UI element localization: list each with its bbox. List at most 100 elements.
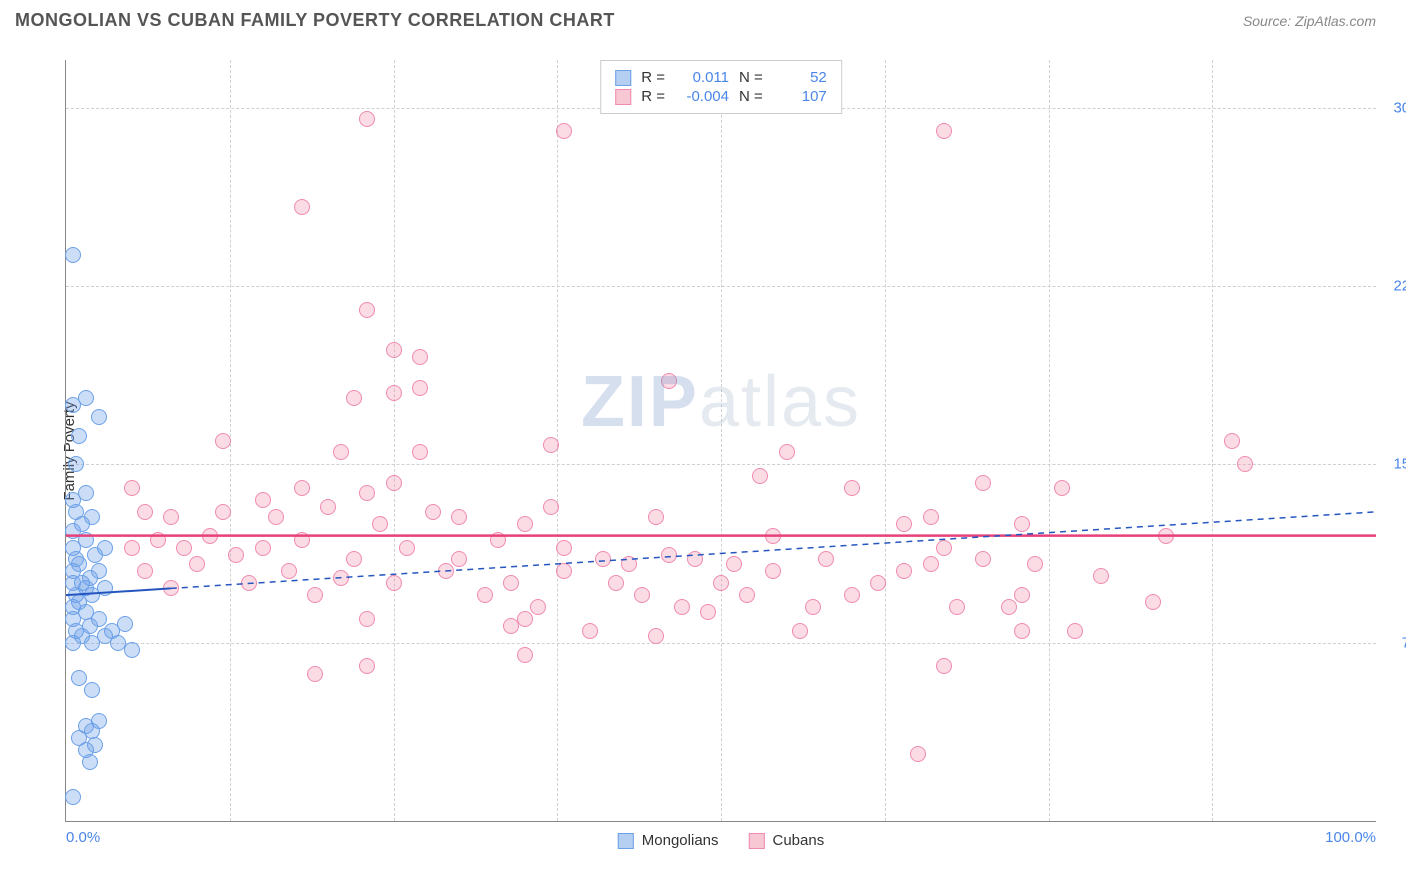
data-point	[530, 599, 546, 615]
data-point	[215, 433, 231, 449]
swatch-cubans	[615, 89, 631, 105]
data-point	[189, 556, 205, 572]
header: MONGOLIAN VS CUBAN FAMILY POVERTY CORREL…	[0, 0, 1406, 36]
data-point	[78, 485, 94, 501]
data-point	[78, 532, 94, 548]
data-point	[97, 540, 113, 556]
data-point	[71, 670, 87, 686]
data-point	[294, 199, 310, 215]
data-point	[543, 437, 559, 453]
data-point	[543, 499, 559, 515]
data-point	[137, 563, 153, 579]
data-point	[936, 123, 952, 139]
plot-region: ZIPatlas R = 0.011 N = 52 R = -0.004 N =…	[65, 60, 1376, 822]
data-point	[1067, 623, 1083, 639]
data-point	[818, 551, 834, 567]
y-tick-label: 22.5%	[1381, 277, 1406, 294]
data-point	[752, 468, 768, 484]
legend-label-mongolians: Mongolians	[642, 832, 719, 849]
legend-label-cubans: Cubans	[773, 832, 825, 849]
data-point	[700, 604, 716, 620]
data-point	[582, 623, 598, 639]
data-point	[333, 444, 349, 460]
data-point	[451, 551, 467, 567]
data-point	[386, 575, 402, 591]
data-point	[779, 444, 795, 460]
data-point	[1014, 516, 1030, 532]
data-point	[1027, 556, 1043, 572]
data-point	[97, 580, 113, 596]
data-point	[1237, 456, 1253, 472]
data-point	[425, 504, 441, 520]
data-point	[91, 563, 107, 579]
legend-swatch-mongolians	[618, 833, 634, 849]
data-point	[896, 563, 912, 579]
data-point	[386, 342, 402, 358]
data-point	[346, 390, 362, 406]
data-point	[359, 302, 375, 318]
data-point	[517, 516, 533, 532]
data-point	[1054, 480, 1070, 496]
data-point	[726, 556, 742, 572]
n-value-mongolians: 52	[777, 69, 827, 86]
data-point	[372, 516, 388, 532]
gridline-vertical	[1049, 60, 1050, 821]
data-point	[307, 666, 323, 682]
data-point	[674, 599, 690, 615]
data-point	[503, 618, 519, 634]
data-point	[923, 509, 939, 525]
data-point	[386, 475, 402, 491]
data-point	[556, 563, 572, 579]
watermark-zip: ZIP	[581, 362, 699, 442]
data-point	[241, 575, 257, 591]
legend-item-cubans: Cubans	[749, 832, 825, 849]
data-point	[503, 575, 519, 591]
data-point	[412, 349, 428, 365]
data-point	[765, 563, 781, 579]
chart-title: MONGOLIAN VS CUBAN FAMILY POVERTY CORREL…	[15, 10, 615, 31]
data-point	[975, 475, 991, 491]
stats-row-cubans: R = -0.004 N = 107	[615, 88, 827, 105]
data-point	[124, 642, 140, 658]
r-label: R =	[641, 69, 665, 86]
n-label: N =	[739, 69, 763, 86]
stats-legend-box: R = 0.011 N = 52 R = -0.004 N = 107	[600, 60, 842, 114]
data-point	[975, 551, 991, 567]
data-point	[451, 509, 467, 525]
gridline-vertical	[885, 60, 886, 821]
gridline-vertical	[394, 60, 395, 821]
data-point	[87, 737, 103, 753]
data-point	[896, 516, 912, 532]
data-point	[176, 540, 192, 556]
legend-item-mongolians: Mongolians	[618, 832, 719, 849]
data-point	[215, 504, 231, 520]
data-point	[91, 409, 107, 425]
data-point	[870, 575, 886, 591]
data-point	[1224, 433, 1240, 449]
legend-bottom: Mongolians Cubans	[618, 832, 824, 849]
data-point	[739, 587, 755, 603]
data-point	[202, 528, 218, 544]
data-point	[399, 540, 415, 556]
data-point	[65, 789, 81, 805]
data-point	[333, 570, 349, 586]
chart-area: Family Poverty ZIPatlas R = 0.011 N = 52…	[50, 50, 1386, 852]
n-label: N =	[739, 88, 763, 105]
y-tick-label: 30.0%	[1381, 99, 1406, 116]
stats-row-mongolians: R = 0.011 N = 52	[615, 69, 827, 86]
data-point	[71, 428, 87, 444]
data-point	[648, 509, 664, 525]
data-point	[949, 599, 965, 615]
data-point	[634, 587, 650, 603]
data-point	[517, 647, 533, 663]
legend-swatch-cubans	[749, 833, 765, 849]
data-point	[281, 563, 297, 579]
data-point	[713, 575, 729, 591]
data-point	[661, 547, 677, 563]
r-value-cubans: -0.004	[679, 88, 729, 105]
data-point	[124, 480, 140, 496]
data-point	[386, 385, 402, 401]
data-point	[556, 540, 572, 556]
data-point	[346, 551, 362, 567]
data-point	[124, 540, 140, 556]
